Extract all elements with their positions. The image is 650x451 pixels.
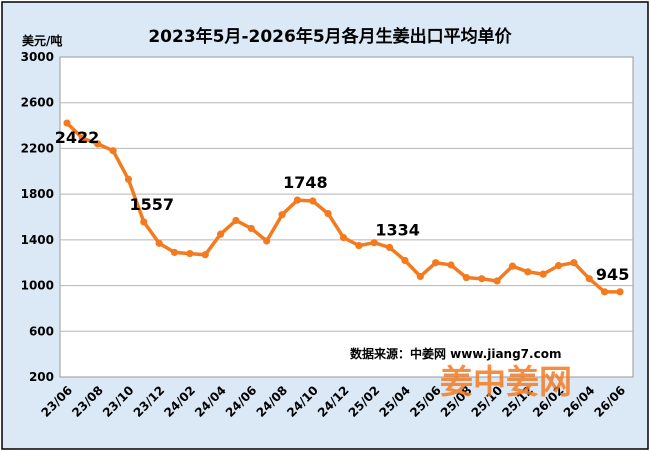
data-point: [524, 268, 532, 276]
y-tick-label: 1800: [21, 187, 54, 201]
data-label: 2422: [55, 128, 100, 147]
data-point: [109, 147, 117, 155]
data-point: [293, 196, 302, 204]
data-point: [140, 218, 148, 226]
data-point: [324, 209, 332, 218]
data-point: [416, 272, 424, 281]
data-point: [493, 277, 501, 285]
data-point: [570, 259, 578, 267]
y-tick-label: 2200: [21, 141, 54, 155]
data-point: [355, 241, 363, 250]
data-point: [601, 288, 609, 296]
data-point: [263, 237, 271, 245]
source-note: 数据来源：中姜网 www.jiang7.com: [350, 346, 561, 361]
data-point: [155, 239, 163, 247]
y-tick-label: 1000: [21, 279, 54, 293]
data-label: 1334: [375, 220, 420, 239]
y-tick-label: 1400: [21, 233, 54, 247]
data-label: 1748: [283, 173, 328, 192]
data-point: [278, 211, 286, 219]
data-point: [554, 261, 563, 270]
data-point: [217, 230, 225, 238]
data-point: [539, 270, 547, 278]
y-axis-ticks: 200 600 1000 1400 1800 2200 2600 3000: [21, 50, 54, 384]
series-points: [63, 119, 624, 296]
data-point: [78, 134, 86, 142]
data-point: [478, 275, 486, 283]
data-point: [232, 216, 240, 225]
y-tick-label: 3000: [21, 50, 54, 64]
y-tick-label: 2600: [21, 96, 54, 110]
y-axis-unit: 美元/吨: [22, 33, 62, 48]
data-point: [247, 224, 255, 233]
data-point: [63, 119, 71, 127]
data-point: [616, 288, 624, 296]
data-point: [309, 197, 317, 205]
data-point: [170, 248, 179, 257]
data-point: [370, 239, 378, 247]
plot-area: [59, 56, 634, 378]
chart-title: 2023年5月-2026年5月各月生姜出口平均单价: [148, 26, 512, 47]
y-tick-label: 600: [29, 324, 54, 338]
watermark-text: 姜中姜网: [440, 362, 572, 401]
data-point: [339, 233, 348, 242]
data-label: 945: [596, 265, 629, 284]
data-point: [508, 262, 517, 270]
data-labels: 2422 1557 1748 1334 945: [55, 128, 630, 284]
data-point: [462, 273, 470, 282]
data-point: [401, 256, 409, 265]
data-point: [186, 249, 194, 258]
data-point: [585, 275, 593, 283]
data-point: [94, 140, 102, 148]
y-tick-label: 200: [29, 370, 54, 384]
data-point: [124, 175, 133, 183]
watermark-logo: 姜中姜网: [440, 362, 572, 401]
data-point: [447, 261, 455, 269]
data-point: [432, 259, 440, 267]
data-label: 1557: [130, 195, 175, 214]
data-point: [201, 251, 209, 259]
data-point: [385, 243, 394, 251]
